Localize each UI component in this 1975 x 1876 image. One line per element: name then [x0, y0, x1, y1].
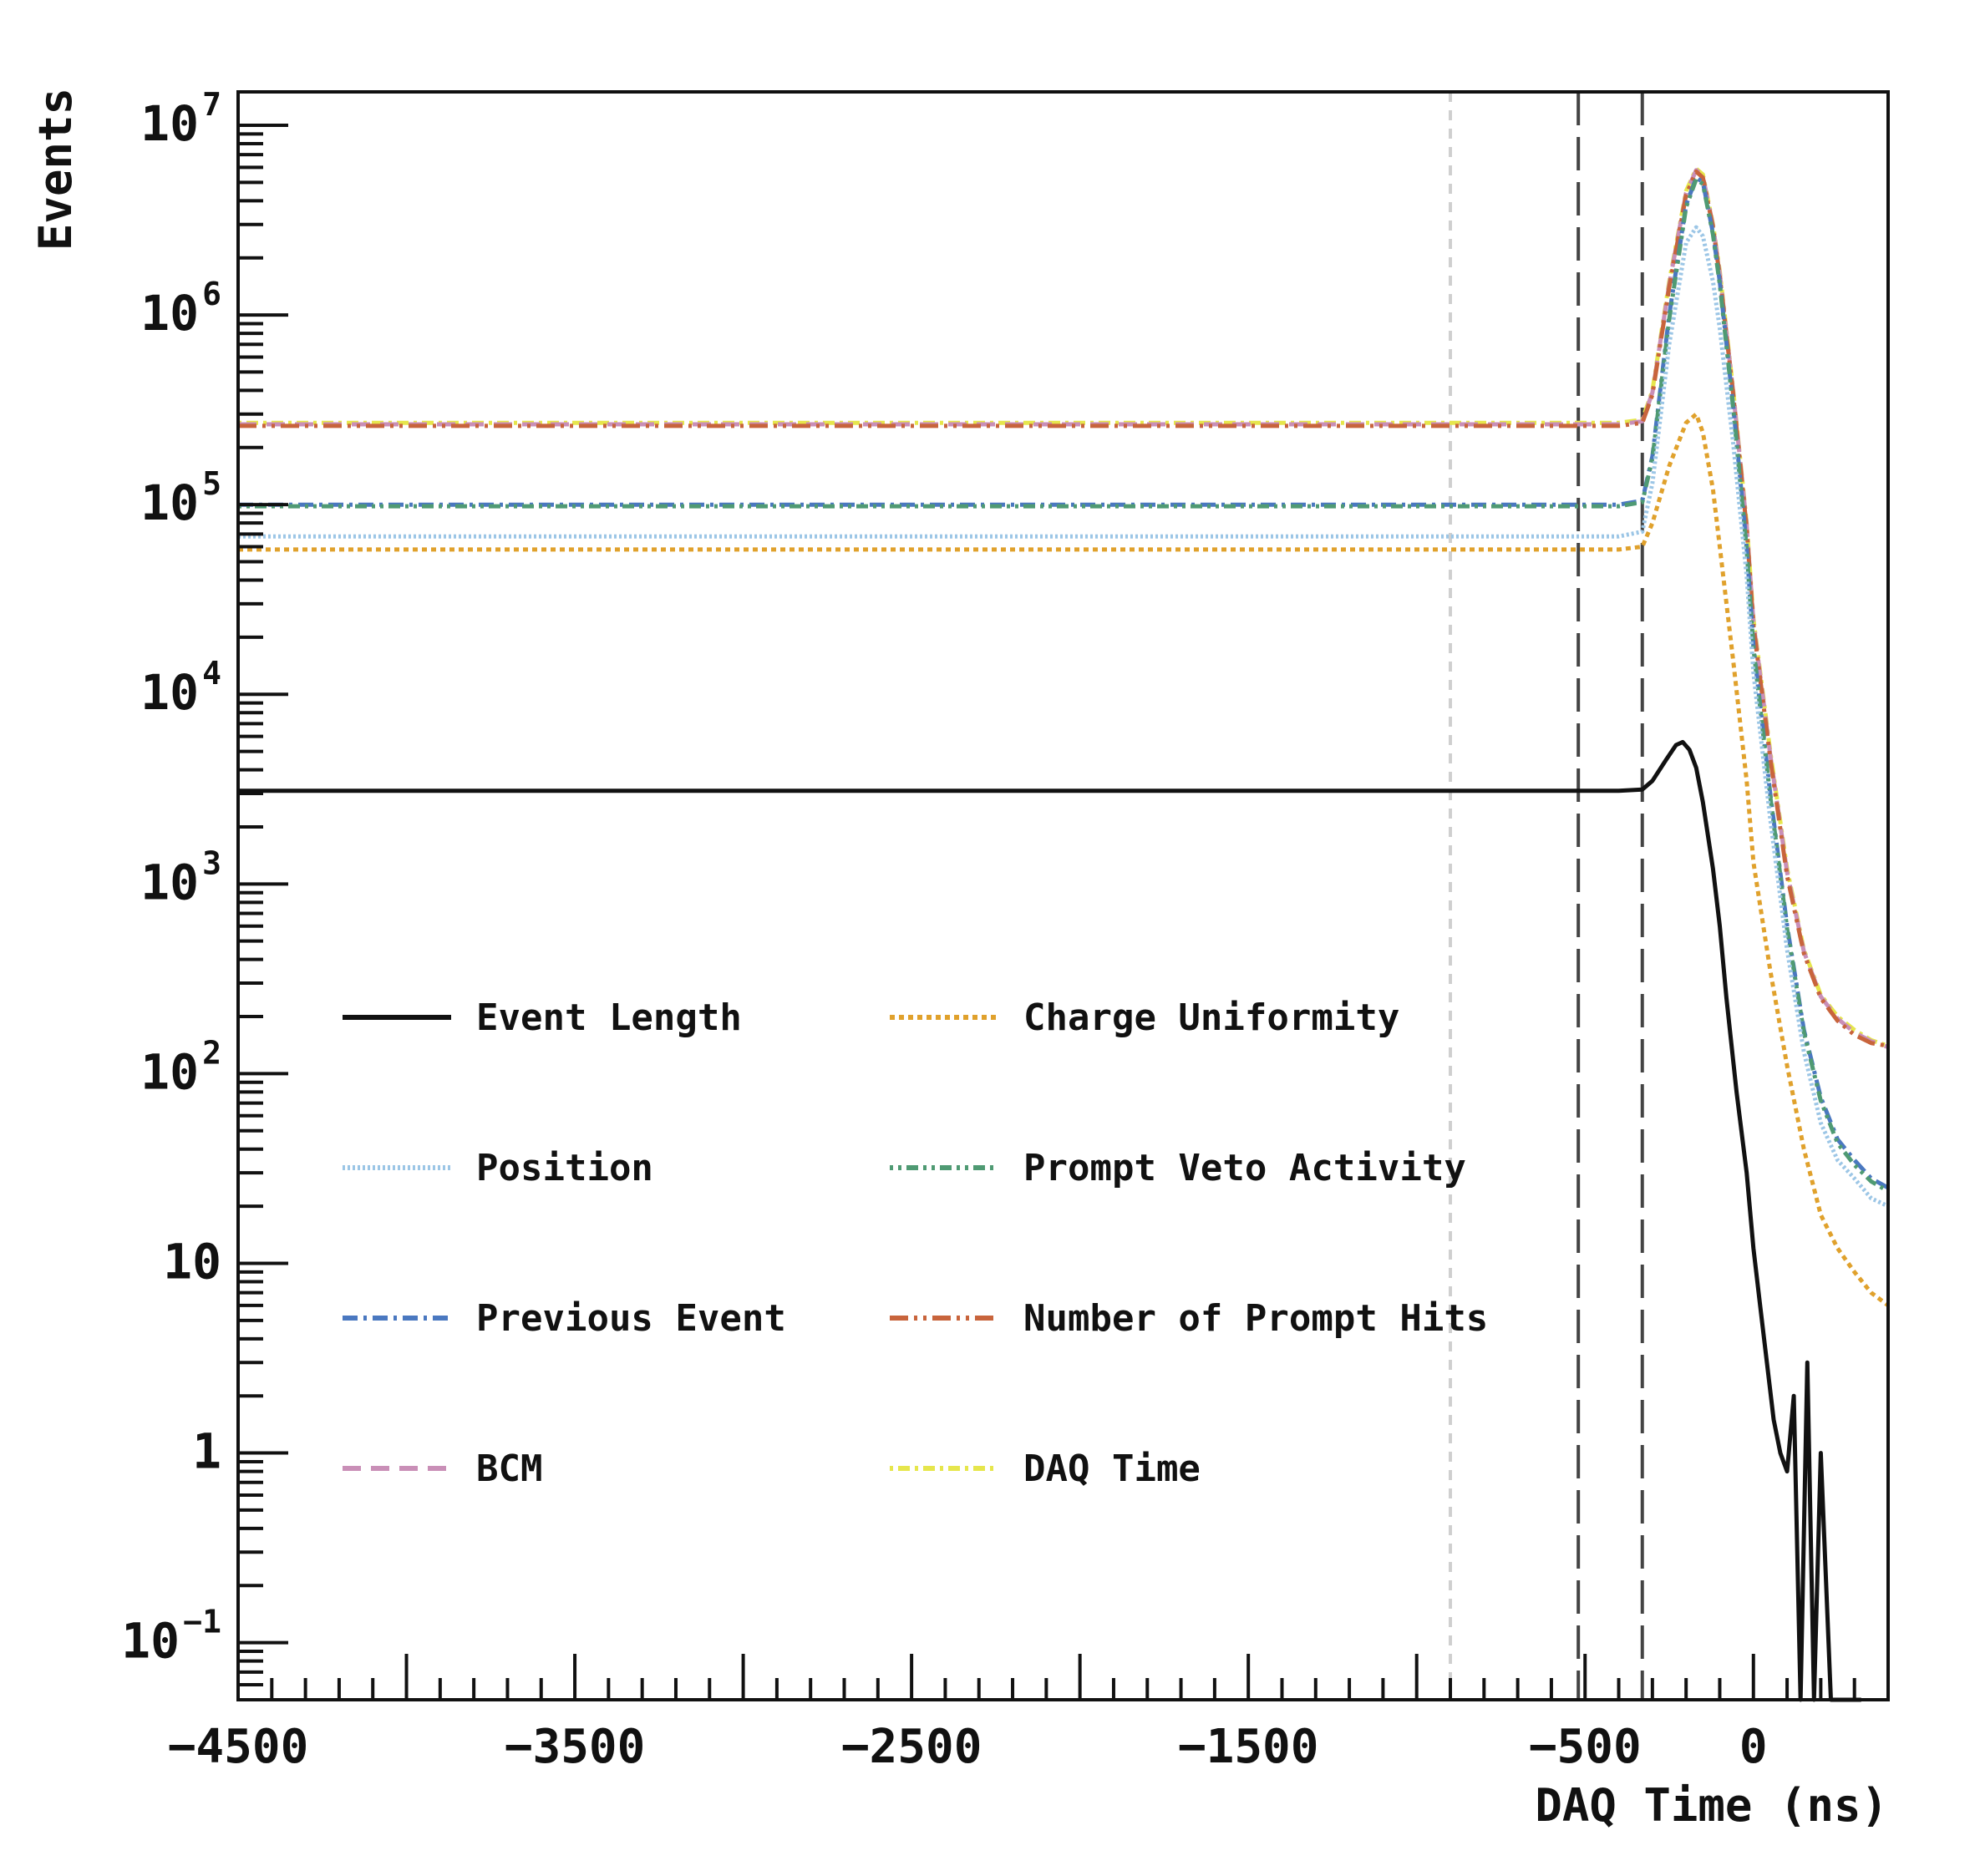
- y-tick-label: 1: [192, 1423, 221, 1480]
- legend: Event Length Position Previous Event BCM Cha…: [343, 996, 1488, 1490]
- y-tick-label: 210: [140, 1034, 221, 1100]
- x-tick-labels: −4500 −3500 −2500 −1500 −500 0: [168, 1720, 1768, 1774]
- y-tick-exponent: 3: [202, 844, 221, 881]
- x-tick-label: −3500: [505, 1720, 646, 1774]
- legend-label: Position: [476, 1147, 653, 1189]
- y-tick-base: 10: [140, 854, 199, 910]
- y-tick-label: 410: [140, 655, 221, 721]
- x-tick-label: −1500: [1178, 1720, 1319, 1774]
- plot-frame: [236, 90, 1890, 1701]
- y-axis-title: Events: [29, 88, 82, 251]
- x-tick-label: −2500: [841, 1720, 982, 1774]
- y-tick-exponent: 2: [202, 1034, 221, 1071]
- series-prompt-veto-activity: [238, 177, 1890, 1194]
- legend-label: Number of Prompt Hits: [1023, 1297, 1488, 1340]
- y-tick-base: 10: [140, 95, 199, 152]
- y-tick-exponent: 6: [202, 276, 221, 312]
- y-tick-label: 610: [140, 276, 221, 342]
- legend-label: Previous Event: [476, 1297, 786, 1340]
- plot-series: [238, 166, 1890, 1702]
- series-event-length: [238, 739, 1861, 1702]
- series-charge-uniformity: [238, 412, 1890, 1307]
- legend-label: Charge Uniformity: [1023, 996, 1399, 1039]
- y-tick-label: −110: [121, 1604, 221, 1670]
- y-tick-exponent: 5: [202, 465, 221, 502]
- x-tick-label: 0: [1739, 1720, 1768, 1774]
- legend-label: Prompt Veto Activity: [1023, 1147, 1466, 1189]
- legend-label: Event Length: [476, 996, 742, 1039]
- legend-label: BCM: [476, 1448, 542, 1490]
- y-tick-base: 10: [140, 285, 199, 342]
- y-tick-base: 10: [140, 664, 199, 721]
- y-tick-base: 1: [192, 1423, 221, 1480]
- y-tick-exponent: 4: [202, 655, 221, 692]
- y-tick-base: 10: [140, 1043, 199, 1100]
- y-tick-label: 310: [140, 844, 221, 910]
- y-tick-base: 10: [163, 1233, 221, 1290]
- reference-lines: [1449, 92, 1644, 1700]
- x-tick-label: −500: [1529, 1720, 1642, 1774]
- axis-ticks: [236, 123, 1890, 1701]
- y-tick-base: 10: [121, 1613, 180, 1670]
- x-axis-title: DAQ Time (ns): [1535, 1779, 1888, 1832]
- legend-label: DAQ Time: [1023, 1448, 1201, 1490]
- y-tick-base: 10: [140, 474, 199, 531]
- y-tick-label: 710: [140, 86, 221, 152]
- y-tick-exponent: 7: [202, 86, 221, 123]
- x-tick-label: −4500: [168, 1720, 309, 1774]
- y-tick-label: 10: [163, 1233, 221, 1290]
- y-tick-exponent: −1: [183, 1604, 221, 1640]
- series-position: [238, 225, 1890, 1209]
- y-tick-label: 510: [140, 465, 221, 531]
